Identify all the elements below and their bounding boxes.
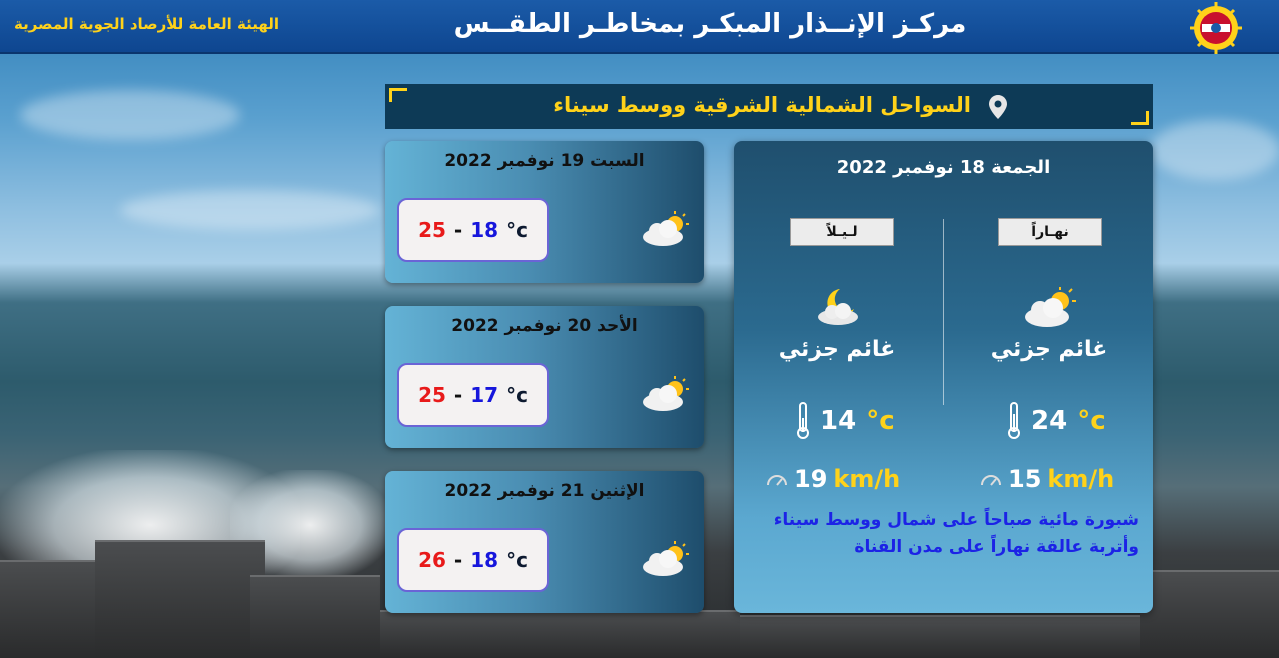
min-temperature: 18 — [470, 548, 499, 572]
rock — [0, 560, 110, 658]
weather-warning-text: شبورة مائية صباحاً على شمال ووسط سيناء و… — [773, 510, 1139, 557]
day-label: نهـاراً — [998, 218, 1102, 246]
partly-cloudy-day-icon — [1025, 287, 1076, 327]
ema-sun-logo-icon — [1190, 2, 1242, 54]
night-temperature: 14 °c — [796, 401, 895, 441]
max-temperature: 25 — [418, 218, 446, 242]
day-temperature-value: 24 — [1031, 406, 1068, 436]
page-title: مركـز الإنــذار المبكـر بمخاطـر الطقــس — [453, 9, 967, 39]
rock — [380, 610, 740, 658]
corner-decoration — [1131, 111, 1149, 125]
temperature-unit: °c — [506, 383, 528, 407]
rock — [1140, 570, 1279, 658]
range-separator: - — [453, 383, 463, 407]
thermometer-icon — [1008, 402, 1020, 439]
day-condition: غائم جزئي — [990, 337, 1108, 362]
forecast-card: السبت 19 نوفمبر 2022 25 - 18 °c — [385, 141, 704, 283]
region-name: السواحل الشمالية الشرقية ووسط سيناء — [553, 93, 971, 117]
rock — [740, 615, 1140, 658]
wind-unit: km/h — [833, 465, 901, 493]
day-night-divider — [943, 219, 944, 405]
forecast-date: الإثنين 21 نوفمبر 2022 — [444, 481, 645, 501]
range-separator: - — [453, 218, 463, 242]
partly-cloudy-icon — [643, 541, 689, 576]
night-wind-speed: 19 — [794, 465, 828, 493]
rock — [250, 575, 380, 658]
region-bar: السواحل الشمالية الشرقية ووسط سيناء — [385, 84, 1153, 129]
today-date: الجمعة 18 نوفمبر 2022 — [836, 157, 1051, 178]
sky-cloud — [1150, 120, 1279, 180]
temperature-range-box: 25 - 18 °c — [397, 198, 549, 262]
forecast-date: الأحد 20 نوفمبر 2022 — [451, 316, 638, 336]
temperature-range-box: 26 - 18 °c — [397, 528, 549, 592]
night-condition: غائم جزئي — [778, 337, 896, 362]
sky-cloud — [120, 190, 380, 230]
corner-decoration — [389, 88, 407, 102]
partly-cloudy-night-icon — [818, 289, 858, 325]
header-bar: الهيئة العامة للأرصاد الجوية المصرية مرك… — [0, 0, 1279, 54]
forecast-card: الأحد 20 نوفمبر 2022 25 - 17 °c — [385, 306, 704, 448]
today-card: الجمعة 18 نوفمبر 2022 نهـاراً غائم جزئي … — [734, 141, 1153, 613]
speedometer-icon — [981, 475, 1001, 486]
sky-cloud — [20, 90, 240, 140]
day-wind-speed: 15 — [1008, 465, 1042, 493]
temperature-unit: °c — [506, 548, 528, 572]
max-temperature: 26 — [418, 548, 446, 572]
day-temperature: 24 °c — [1007, 401, 1106, 441]
max-temperature: 25 — [418, 383, 446, 407]
thermometer-icon — [797, 402, 809, 439]
temperature-unit: °c — [506, 218, 528, 242]
temperature-unit: °c — [866, 406, 895, 436]
speedometer-icon — [767, 475, 787, 486]
temperature-unit: °c — [1077, 406, 1106, 436]
forecast-card: الإثنين 21 نوفمبر 2022 26 - 18 °c — [385, 471, 704, 613]
partly-cloudy-icon — [643, 211, 689, 246]
night-temperature-value: 14 — [820, 406, 857, 436]
night-wind: 19 km/h — [766, 463, 900, 495]
min-temperature: 17 — [470, 383, 499, 407]
location-pin-icon — [989, 95, 1007, 119]
min-temperature: 18 — [470, 218, 499, 242]
rock — [95, 540, 265, 658]
partly-cloudy-icon — [643, 376, 689, 411]
temperature-range-box: 25 - 17 °c — [397, 363, 549, 427]
wind-unit: km/h — [1047, 465, 1115, 493]
organization-name: الهيئة العامة للأرصاد الجوية المصرية — [14, 15, 280, 33]
day-wind: 15 km/h — [980, 463, 1114, 495]
night-label: لـيـلاً — [790, 218, 894, 246]
forecast-date: السبت 19 نوفمبر 2022 — [444, 151, 645, 171]
range-separator: - — [453, 548, 463, 572]
